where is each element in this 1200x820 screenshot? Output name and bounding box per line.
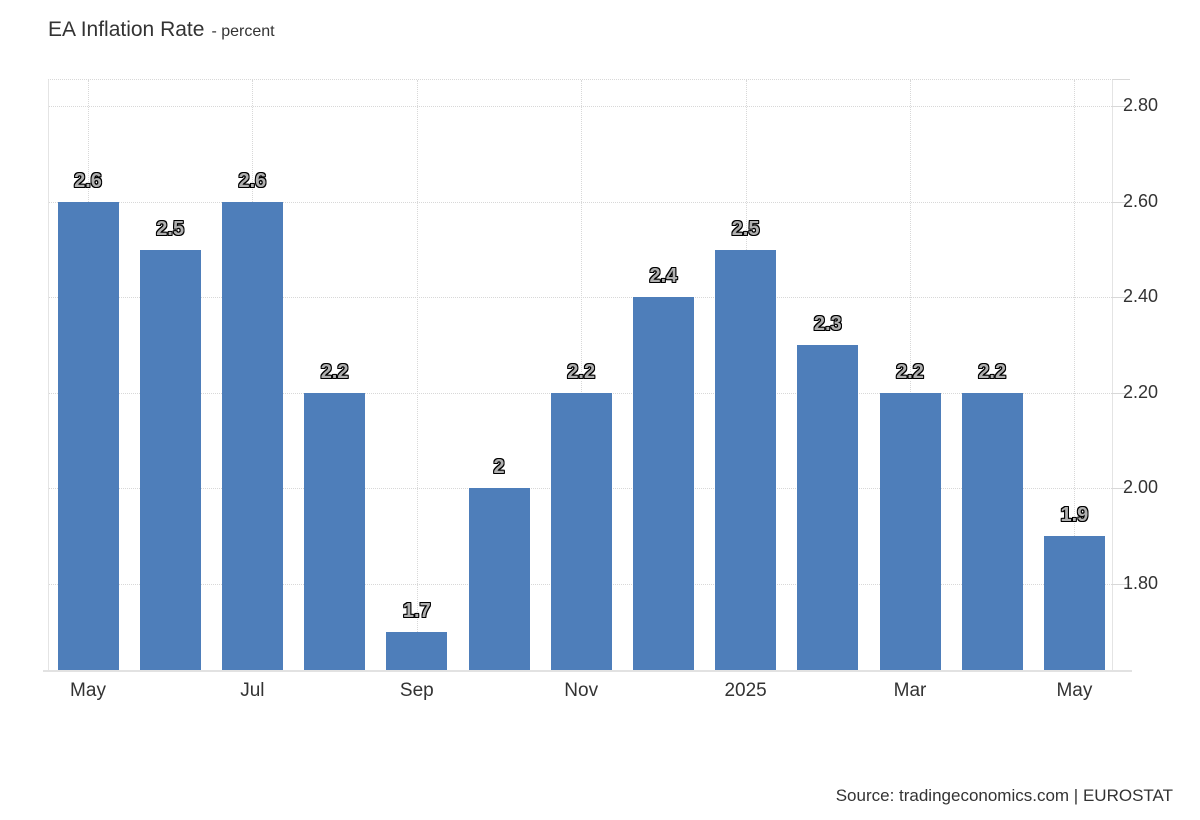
chart-title-units: - percent bbox=[211, 23, 275, 40]
source-credit: Source: tradingeconomics.com | EUROSTAT bbox=[835, 786, 1173, 805]
bar[interactable] bbox=[715, 249, 777, 670]
bar[interactable] bbox=[961, 392, 1023, 670]
x-gridline bbox=[416, 80, 418, 670]
y-axis-tick bbox=[1112, 393, 1130, 394]
bar[interactable] bbox=[632, 297, 694, 670]
x-gridline bbox=[910, 80, 911, 670]
bar[interactable] bbox=[386, 631, 448, 670]
x-gridline bbox=[1074, 80, 1076, 670]
x-axis-tick-label: Sep bbox=[399, 680, 434, 701]
y-axis-tick bbox=[1112, 297, 1130, 298]
y-axis-tick-label: 1.80 bbox=[1123, 573, 1159, 594]
y-axis-tick bbox=[1112, 488, 1130, 489]
bar-value-label: 2.5 bbox=[156, 217, 185, 240]
y-gridline bbox=[49, 106, 1112, 107]
y-gridline bbox=[49, 297, 1112, 298]
bar[interactable] bbox=[468, 488, 530, 670]
plot-area: 1.80 2.00 2.20 2.40 2.60 2.80 May Jul Sep Nov 2025… bbox=[43, 79, 1158, 701]
y-axis-tick bbox=[1112, 202, 1130, 203]
x-axis-tick-label: May bbox=[70, 680, 106, 701]
bar[interactable] bbox=[304, 392, 366, 670]
chart-title: EA Inflation Rate - percent bbox=[48, 18, 275, 42]
x-axis-tick-label: Nov bbox=[564, 680, 599, 701]
bar-value-label: 1.7 bbox=[402, 599, 431, 622]
y-axis-tick-label: 2.20 bbox=[1123, 382, 1159, 403]
y-gridline bbox=[49, 202, 1112, 203]
bar-value-label: 2.4 bbox=[649, 265, 678, 288]
y-axis-tick-label: 2.40 bbox=[1123, 286, 1159, 307]
chart-title-text: EA Inflation Rate bbox=[48, 18, 205, 41]
x-axis-tick-label: Mar bbox=[893, 680, 927, 701]
bar[interactable] bbox=[550, 392, 612, 670]
x-axis-tick-label: Jul bbox=[240, 680, 265, 701]
bar[interactable] bbox=[797, 345, 859, 670]
bar-value-label: 2.3 bbox=[813, 313, 842, 336]
bar[interactable] bbox=[879, 392, 941, 670]
y-axis-tick bbox=[1112, 106, 1130, 107]
bar[interactable] bbox=[139, 249, 201, 670]
bar-value-label: 1.9 bbox=[1060, 504, 1089, 527]
bar-value-label: 2.6 bbox=[74, 169, 102, 192]
y-axis-tick-label: 2.60 bbox=[1123, 191, 1159, 212]
x-axis-tick-label: May bbox=[1056, 680, 1093, 701]
bar[interactable] bbox=[57, 201, 119, 670]
bar-value-label: 2.5 bbox=[731, 217, 760, 240]
y-axis-top-tick bbox=[1112, 79, 1130, 80]
bar-value-label: 2.6 bbox=[238, 169, 267, 192]
y-axis-tick-label: 2.80 bbox=[1123, 95, 1159, 116]
bar-value-label: 2.2 bbox=[567, 360, 596, 383]
bar-value-label: 2.2 bbox=[978, 360, 1007, 383]
y-axis-tick-label: 2.00 bbox=[1123, 477, 1159, 498]
x-axis-tick-label: 2025 bbox=[724, 680, 767, 701]
y-axis-tick bbox=[1112, 584, 1130, 585]
bar[interactable] bbox=[221, 201, 283, 670]
bar-value-label: 2 bbox=[493, 456, 505, 479]
bar[interactable] bbox=[1043, 536, 1105, 670]
x-gridline bbox=[581, 80, 583, 670]
bar-value-label: 2.2 bbox=[320, 360, 349, 383]
bar-value-label: 2.2 bbox=[896, 360, 924, 383]
x-axis-line bbox=[43, 670, 1132, 672]
